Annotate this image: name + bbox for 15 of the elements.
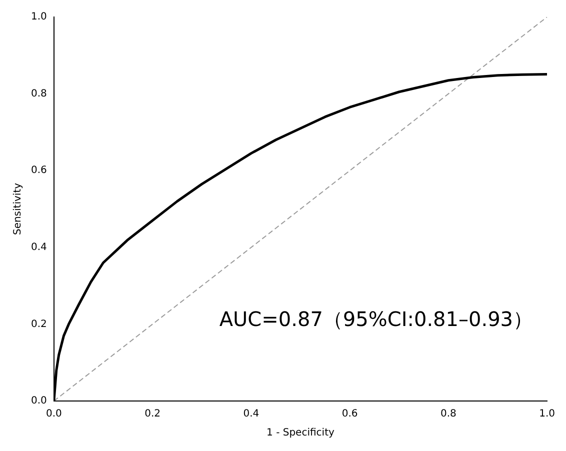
y-tick-label: 1.0 xyxy=(30,12,47,23)
y-tick-label: 0.4 xyxy=(30,242,47,253)
y-tick-label: 0.2 xyxy=(30,318,47,330)
annotation: AUC=0.87（95%CI:0.81–0.93） xyxy=(219,307,534,332)
x-tick-label: 0.2 xyxy=(144,408,160,420)
x-tick-label: 0.0 xyxy=(46,408,62,420)
x-axis-title: 1 - Specificity xyxy=(266,428,334,439)
y-tick-label: 0.0 xyxy=(30,396,47,407)
y-tick-label: 0.8 xyxy=(30,88,47,100)
y-tick-label: 0.6 xyxy=(30,165,47,176)
x-tick-label: 0.6 xyxy=(342,408,358,420)
y-axis-title: Sensitivity xyxy=(12,182,24,236)
x-tick-label: 0.4 xyxy=(243,408,260,420)
x-tick-label: 1.0 xyxy=(539,408,555,420)
x-tick-label: 0.8 xyxy=(440,408,456,420)
